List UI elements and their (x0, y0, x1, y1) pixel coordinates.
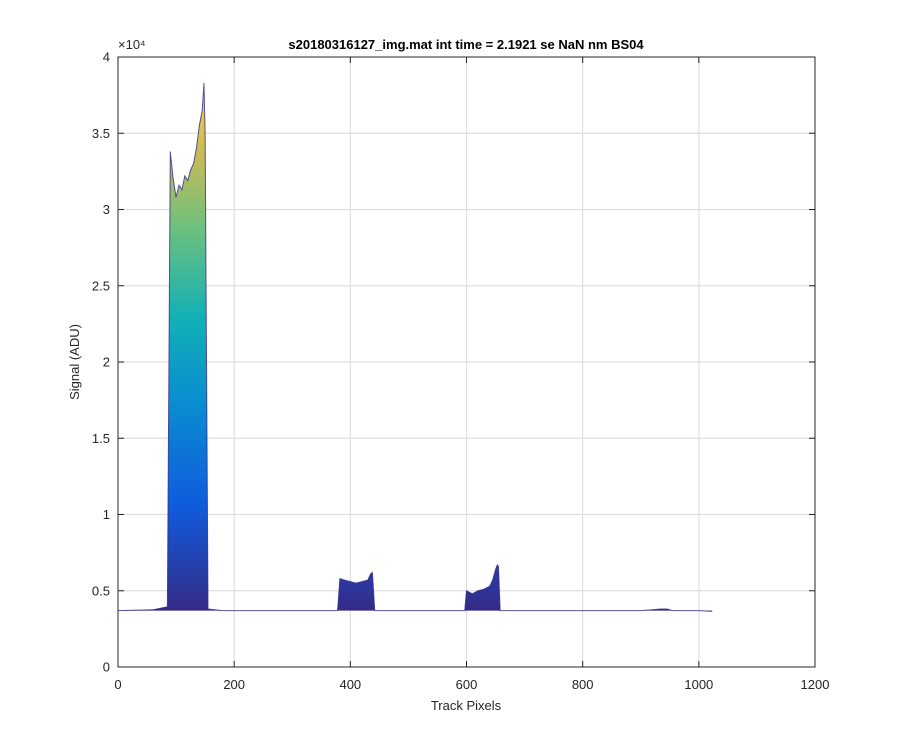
y-tick-label: 3 (103, 202, 110, 217)
y-tick-label: 1.5 (92, 431, 110, 446)
x-tick-label: 1000 (684, 677, 713, 692)
grid (118, 57, 815, 667)
x-tick-label: 1200 (801, 677, 830, 692)
y-tick-label: 1 (103, 507, 110, 522)
y-tick-label: 4 (103, 50, 110, 65)
x-tick-label: 600 (456, 677, 478, 692)
x-tick-label: 800 (572, 677, 594, 692)
y-tick-label: 2 (103, 355, 110, 370)
x-tick-label: 200 (223, 677, 245, 692)
signal-line (117, 82, 713, 612)
y-tick-label: 3.5 (92, 126, 110, 141)
chart-title: s20180316127_img.mat int time = 2.1921 s… (288, 37, 644, 52)
y-tick-label: 0.5 (92, 583, 110, 598)
y-tick-label: 0 (103, 660, 110, 675)
y-exponent-label: ×10⁴ (118, 37, 146, 52)
x-tick-label: 0 (114, 677, 121, 692)
axes: 0 200 400 600 800 1000 1200 0 0.5 1 1.5 2 2.5 3 3.5 4 (92, 50, 830, 693)
signal-fill (118, 82, 713, 612)
y-axis-label: Signal (ADU) (67, 324, 82, 400)
x-axis-label: Track Pixels (431, 698, 502, 713)
y-tick-label: 2.5 (92, 278, 110, 293)
data-layer (117, 82, 713, 612)
x-tick-label: 400 (339, 677, 361, 692)
